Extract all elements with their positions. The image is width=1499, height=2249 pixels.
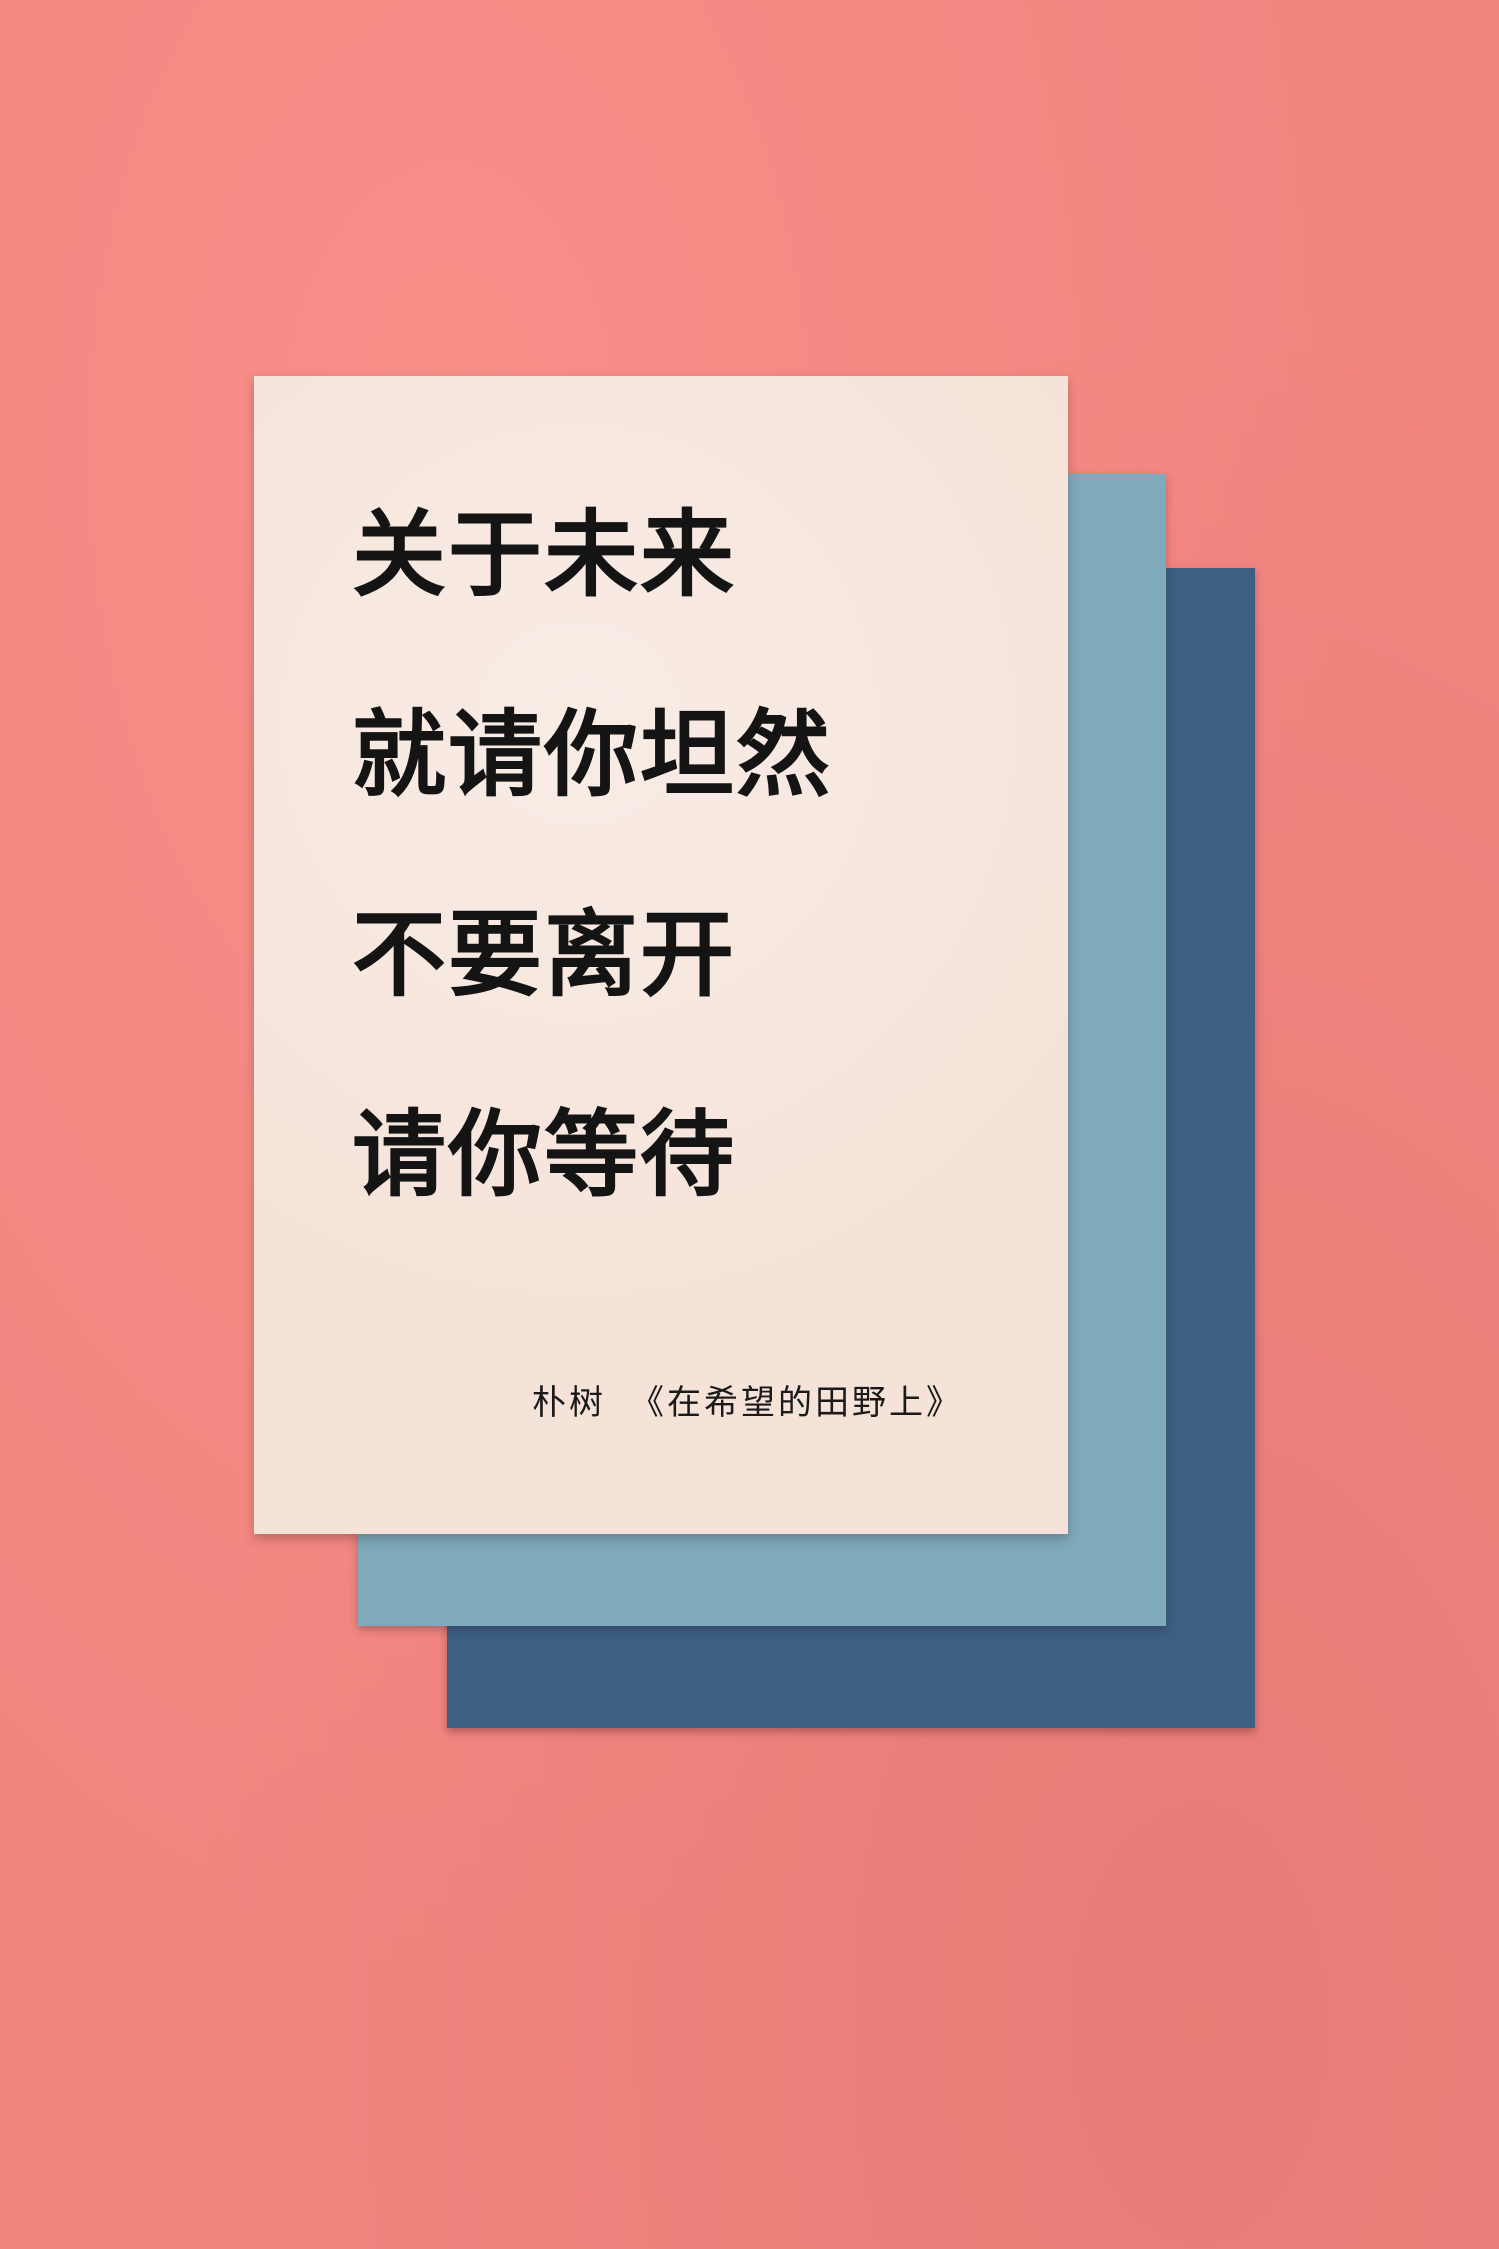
- cream-paper-sheet: [254, 376, 1068, 1534]
- poem-line: 不要离开: [352, 900, 737, 1010]
- attribution: 朴树 《在希望的田野上》: [532, 1381, 963, 1425]
- poem-line: 关于未来: [352, 500, 737, 610]
- poem-line: 请你等待: [352, 1100, 737, 1210]
- poem-line: 就请你坦然: [352, 700, 833, 810]
- attribution-work: 《在希望的田野上》: [630, 1383, 963, 1423]
- attribution-author: 朴树: [532, 1383, 606, 1423]
- poem-text: 关于未来 就请你坦然 不要离开 请你等待: [352, 505, 832, 1305]
